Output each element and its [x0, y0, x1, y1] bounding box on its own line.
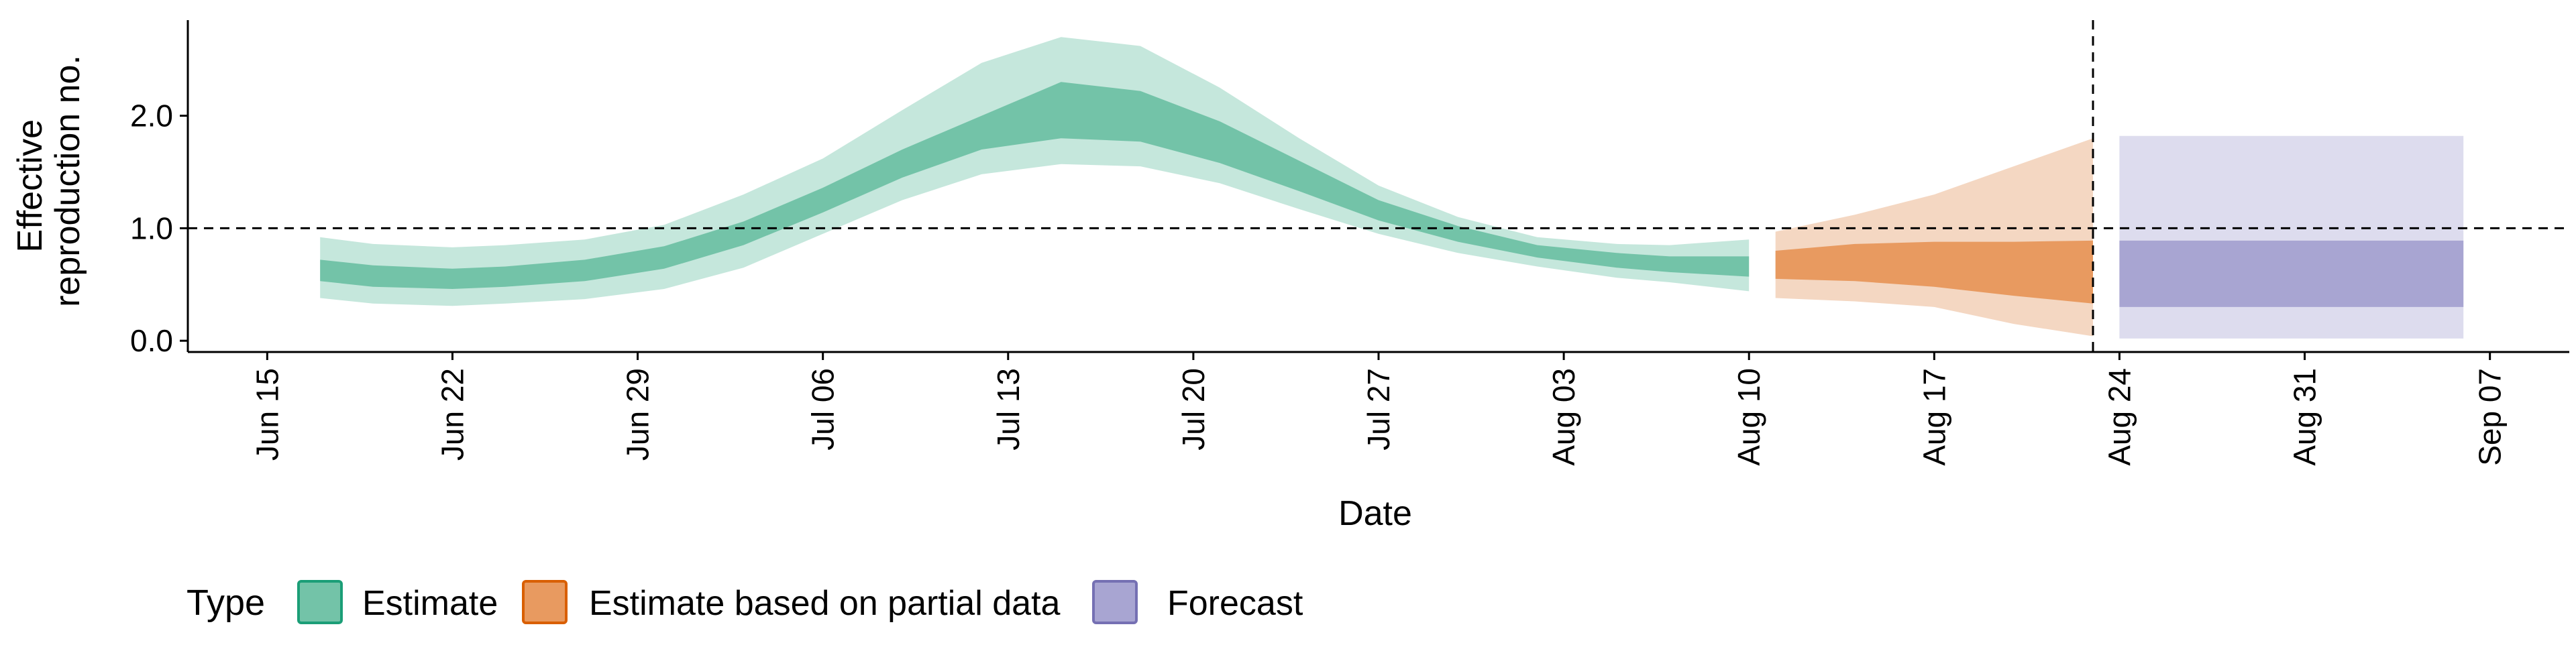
x-tick-label: Jul 06	[806, 368, 841, 451]
x-tick-label: Aug 24	[2102, 368, 2137, 466]
legend-label-estimate: Estimate	[362, 584, 498, 623]
x-ticks: Jun 15 Jun 22 Jun 29 Jul 06 Jul 13 Jul 20 Jul …	[250, 352, 2508, 466]
ribbon-layer	[320, 37, 2464, 339]
y-axis-title: Effective reproduction no.	[11, 55, 87, 307]
x-tick-label: Jul 20	[1176, 368, 1211, 451]
legend-label-forecast: Forecast	[1167, 584, 1303, 623]
band-50-estimate	[320, 82, 1750, 290]
x-tick-label: Aug 03	[1546, 368, 1581, 466]
x-tick-label: Jul 13	[991, 368, 1026, 451]
x-tick-label: Sep 07	[2473, 368, 2508, 466]
y-axis-title-line1: Effective	[11, 119, 50, 252]
band-50-estimate-based-on-partial-data	[1775, 240, 2093, 304]
y-axis-title-line2: reproduction no.	[48, 55, 87, 307]
legend-key-forecast	[1092, 580, 1138, 624]
x-tick-label: Aug 31	[2288, 368, 2322, 466]
legend-key-estimate	[297, 580, 343, 624]
x-tick-label: Jun 29	[621, 368, 655, 461]
band-90-forecast	[2119, 135, 2464, 339]
y-tick-label: 0.0	[130, 323, 173, 358]
reference-lines	[188, 20, 2569, 352]
band-90-estimate-based-on-partial-data	[1775, 138, 2093, 337]
x-tick-label: Aug 17	[1917, 368, 1951, 466]
x-tick-label: Aug 10	[1731, 368, 1766, 466]
legend-label-estimate-based-on-partial-data: Estimate based on partial data	[589, 584, 1061, 623]
x-axis-title: Date	[1338, 494, 1412, 533]
legend: Type Estimate Estimate based on partial d…	[186, 580, 1303, 624]
band-50-forecast	[2119, 240, 2464, 307]
y-ticks: 0.0 1.0 2.0	[130, 99, 188, 358]
x-tick-label: Jun 15	[250, 368, 284, 461]
legend-title: Type	[186, 583, 265, 623]
y-tick-label: 1.0	[130, 211, 173, 245]
legend-key-estimate-based-on-partial-data	[522, 580, 568, 624]
x-tick-label: Jul 27	[1361, 368, 1396, 451]
x-tick-label: Jun 22	[435, 368, 470, 461]
y-tick-label: 2.0	[130, 99, 173, 133]
band-90-estimate	[320, 37, 1750, 306]
